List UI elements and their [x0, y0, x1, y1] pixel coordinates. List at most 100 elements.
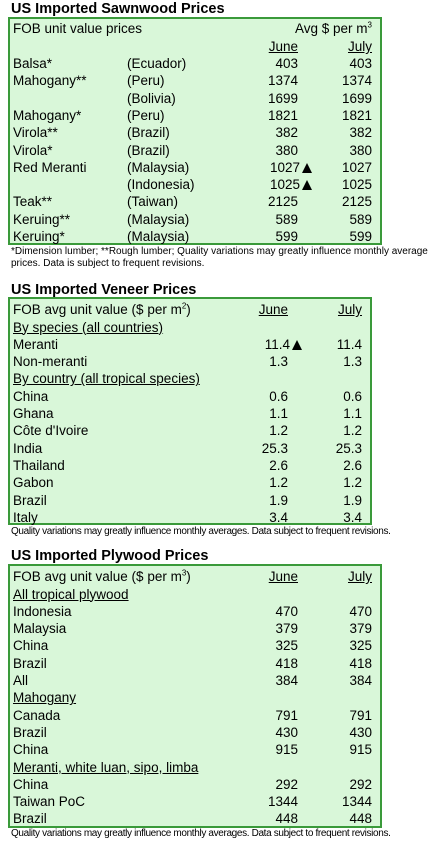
table-row: By country (all tropical species) [10, 370, 370, 387]
row-july: 915 [349, 742, 372, 758]
row-july: 403 [349, 56, 372, 71]
sawnwood-header-unit: Avg $ per m3 [295, 20, 372, 36]
row-june-value: 0.6 [269, 388, 288, 404]
plywood-header: FOB avg unit value ($ per m3) June July [10, 568, 380, 585]
table-row: Virola* (Brazil) 380 380 [10, 142, 380, 159]
row-june: 915 [275, 742, 298, 758]
row-june-value: 2.6 [269, 457, 288, 473]
row-country: (Malaysia) [127, 229, 190, 244]
table-row: Brazil 418 418 [10, 655, 380, 672]
row-name: Virola* [13, 142, 53, 158]
row-july: 1821 [341, 107, 372, 123]
table-row: Thailand 2.6 2.6 [10, 457, 370, 474]
row-country: (Peru) [127, 73, 165, 89]
row-june: 380 [275, 142, 298, 159]
row-june: 1.1 [269, 405, 288, 422]
veneer-col-july: July [337, 302, 362, 317]
row-june-value: 599 [275, 229, 298, 244]
row-june-value: 1374 [267, 73, 298, 89]
table-row: India 25.3 25.3 [10, 440, 370, 457]
row-june: 1344 [267, 794, 298, 810]
row-june: 1.2 [269, 474, 288, 491]
row-july: 1.9 [343, 492, 362, 508]
row-name: China [13, 638, 49, 654]
table-row: Keruing* (Malaysia) 599 599 [10, 228, 380, 245]
row-country: (Bolivia) [127, 90, 176, 106]
table-row: All 384 384 [10, 672, 380, 689]
row-name: Canada [13, 707, 61, 723]
veneer-title: US Imported Veneer Prices [11, 282, 197, 298]
row-june: 1027 [270, 159, 312, 176]
row-june-value: 403 [275, 56, 298, 71]
row-july: 2.6 [343, 457, 362, 473]
row-july: 1374 [341, 73, 372, 89]
row-june: 382 [275, 124, 298, 141]
table-row: Brazil 430 430 [10, 724, 380, 741]
row-june: 379 [275, 621, 298, 637]
row-june-value: 1.1 [269, 406, 288, 421]
table-row: Brazil 448 448 [10, 810, 380, 827]
row-june: 2.6 [269, 457, 288, 474]
row-june: 791 [275, 707, 298, 723]
row-name: Côte d'Ivoire [13, 423, 89, 439]
row-june-value: 1027 [269, 159, 300, 175]
plywood-title: US Imported Plywood Prices [11, 548, 209, 564]
row-june: 403 [275, 55, 298, 72]
section-heading: Mahogany [13, 690, 77, 706]
table-row: Virola** (Brazil) 382 382 [10, 124, 380, 141]
row-july: 1027 [341, 159, 372, 175]
plywood-col-july: July [347, 569, 372, 584]
row-june: 418 [275, 655, 298, 671]
row-july: 599 [349, 229, 372, 244]
row-july: 292 [349, 776, 372, 792]
row-june-value: 11.4 [264, 336, 290, 352]
sawnwood-col-june: June [268, 39, 298, 54]
row-july: 382 [349, 125, 372, 141]
table-row: China 292 292 [10, 776, 380, 793]
table-row: Mahogany** (Peru) 1374 1374 [10, 72, 380, 89]
row-june: 1.2 [269, 422, 288, 439]
table-row: Non-meranti 1.3 1.3 [10, 353, 370, 370]
plywood-table: FOB avg unit value ($ per m3) June July … [8, 564, 382, 828]
table-row: Balsa* (Ecuador) 403 403 [10, 55, 380, 72]
row-june: 1374 [268, 72, 298, 89]
row-name: Teak** [13, 194, 53, 210]
row-june-value: 380 [275, 142, 298, 158]
row-name: Meranti [13, 336, 59, 352]
veneer-note: Quality variations may greatly influence… [11, 526, 391, 537]
table-row: Brazil 1.9 1.9 [10, 492, 370, 509]
row-country: (Taiwan) [127, 194, 179, 210]
section-heading: Meranti, white luan, sipo, limba [13, 759, 199, 775]
row-name: Taiwan PoC [13, 794, 86, 810]
row-july: 1699 [341, 90, 372, 106]
table-row: Italy 3.4 3.4 [10, 509, 370, 526]
row-country: (Brazil) [127, 125, 170, 141]
row-june: 599 [275, 228, 298, 245]
row-july: 589 [349, 211, 372, 227]
row-name: China [13, 776, 49, 792]
row-june: 430 [275, 724, 298, 740]
row-june: 1821 [268, 107, 298, 124]
row-name: Red Meranti [13, 159, 87, 175]
sawnwood-title: US Imported Sawnwood Prices [11, 1, 225, 17]
table-row: Gabon 1.2 1.2 [10, 474, 370, 491]
row-name: Virola** [13, 125, 58, 141]
row-june-value: 1.2 [269, 475, 288, 491]
row-name: Ghana [13, 406, 54, 421]
row-name: Thailand [13, 457, 65, 473]
section-heading: By species (all countries) [13, 319, 164, 335]
table-row: Keruing** (Malaysia) 589 589 [10, 211, 380, 228]
row-name: China [13, 742, 49, 758]
row-june: 1699 [268, 90, 298, 107]
row-country: (Brazil) [127, 142, 170, 158]
up-arrow-icon [302, 162, 312, 173]
veneer-table: FOB avg unit value ($ per m2) June July … [8, 297, 372, 525]
row-july: 11.4 [336, 336, 362, 352]
row-june: 325 [275, 638, 298, 654]
row-july: 380 [349, 142, 372, 158]
row-name: Indonesia [13, 603, 72, 619]
table-row: Mahogany* (Peru) 1821 1821 [10, 107, 380, 124]
row-june: 25.3 [262, 440, 288, 457]
row-june: 0.6 [269, 388, 288, 405]
row-july: 384 [349, 673, 372, 688]
